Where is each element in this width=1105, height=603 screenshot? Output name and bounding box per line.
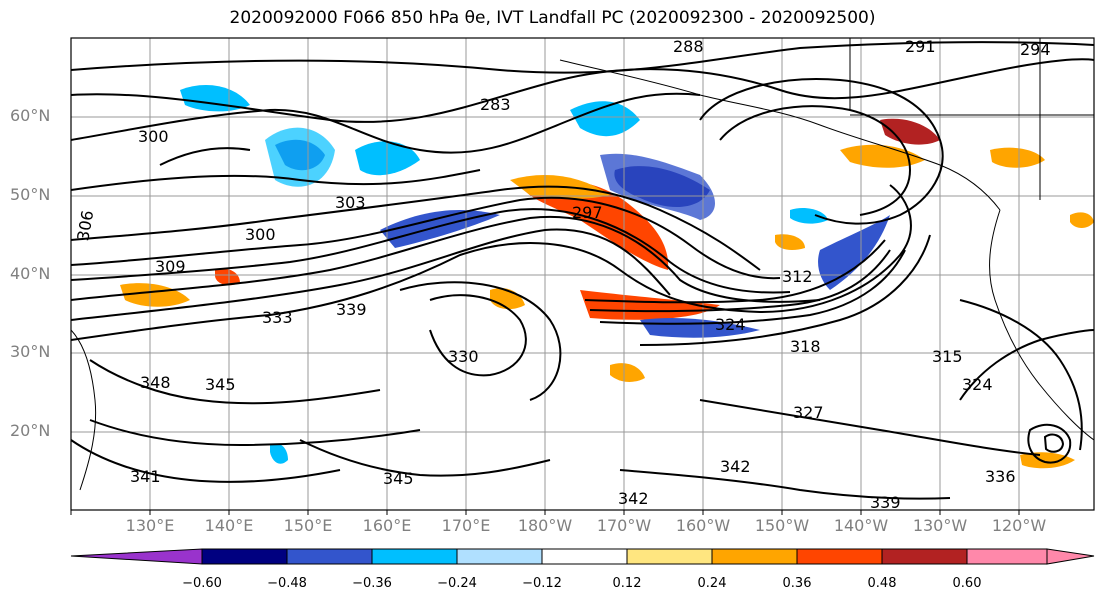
colorbar-bin <box>286 548 373 565</box>
shade-redbrown <box>880 118 940 145</box>
colorbar-tick-label: 0.48 <box>867 576 897 591</box>
lat-label: 30°N <box>10 342 51 361</box>
colorbar <box>70 548 1095 565</box>
contour-label: 300 <box>245 225 276 244</box>
lat-label: 20°N <box>10 421 51 440</box>
contour-label: 324 <box>715 315 746 334</box>
colorbar-bin <box>456 548 543 565</box>
colorbar-tick-label: 0.12 <box>612 576 642 591</box>
contour-label: 309 <box>155 257 186 276</box>
contour-label: 333 <box>262 308 293 327</box>
colorbar-bin <box>626 548 713 565</box>
colorbar-tick-label: −0.24 <box>437 576 477 591</box>
contour-label: 339 <box>870 493 901 512</box>
colorbar-tick-label: −0.48 <box>267 576 307 591</box>
lon-label: 130°E <box>125 516 175 535</box>
shade-lightblue <box>180 85 250 112</box>
contour-labels: 288 291 294 283 300 306 303 297 300 309 … <box>73 37 1051 512</box>
contour-label: 345 <box>383 469 414 488</box>
lat-label: 50°N <box>10 185 51 204</box>
contour-label: 342 <box>618 489 649 508</box>
colorbar-bin <box>796 548 883 565</box>
colorbar-bin <box>711 548 798 565</box>
lat-label: 40°N <box>10 264 51 283</box>
contour-label: 342 <box>720 457 751 476</box>
lon-label: 160°W <box>675 516 731 535</box>
lon-label: 150°E <box>283 516 333 535</box>
map-title: 2020092000 F066 850 hPa θe, IVT Landfall… <box>229 8 876 28</box>
contour-label: 324 <box>962 375 993 394</box>
contour-label: 303 <box>335 193 366 212</box>
colorbar-extend-high <box>1046 548 1095 565</box>
lon-label: 120°W <box>991 516 1047 535</box>
contour-label: 336 <box>985 467 1016 486</box>
colorbar-bin <box>371 548 458 565</box>
map-frame <box>70 37 1095 511</box>
shade-blue <box>600 153 715 220</box>
colorbar-tick-label: 0.60 <box>952 576 982 591</box>
lon-label: 170°W <box>596 516 652 535</box>
tick-marks <box>70 510 1020 515</box>
shade-blue <box>818 215 890 290</box>
contour-label: 312 <box>782 267 813 286</box>
shade-orange <box>580 290 720 320</box>
colorbar-tick-label: −0.60 <box>182 576 222 591</box>
shade-lightblue <box>265 127 335 187</box>
lon-label: 140°W <box>833 516 889 535</box>
coastlines <box>71 38 1094 491</box>
lon-label: 180°W <box>517 516 573 535</box>
lon-label: 140°E <box>204 516 254 535</box>
contour-label: 348 <box>140 373 171 392</box>
contour-label: 291 <box>905 37 936 56</box>
contour-label: 341 <box>130 467 161 486</box>
shade-orange <box>990 147 1045 168</box>
contour-label: 318 <box>790 337 821 356</box>
contour-label: 288 <box>673 37 704 56</box>
colorbar-bin <box>541 548 628 565</box>
lon-label: 130°W <box>912 516 968 535</box>
contour-label: 315 <box>932 347 963 366</box>
contour-label: 297 <box>572 203 603 222</box>
lon-label: 150°W <box>754 516 810 535</box>
map-plot-area: 288 291 294 283 300 306 303 297 300 309 … <box>71 37 1094 512</box>
colorbar-bin <box>966 548 1048 565</box>
contour-label: 283 <box>480 95 511 114</box>
colorbar-tick-label: −0.36 <box>352 576 392 591</box>
shade-orange <box>610 363 645 382</box>
contour-label: 345 <box>205 375 236 394</box>
shade-orange <box>1070 212 1094 228</box>
shade-red <box>520 180 669 270</box>
colorbar-tick-label: 0.24 <box>697 576 727 591</box>
lon-label: 160°E <box>362 516 412 535</box>
colorbar-tick-label: 0.36 <box>782 576 812 591</box>
contour-label: 294 <box>1020 40 1051 59</box>
colorbar-extend-low <box>70 548 203 565</box>
shade-lightblue <box>270 443 288 464</box>
contour-label: 330 <box>448 347 479 366</box>
colorbar-bin <box>201 548 288 565</box>
contour-label: 300 <box>138 127 169 146</box>
shade-lightblue <box>790 208 828 224</box>
shade-orange <box>215 268 240 286</box>
shade-blue <box>570 101 640 137</box>
lat-label: 60°N <box>10 106 51 125</box>
lon-label: 170°E <box>441 516 491 535</box>
contour-label: 339 <box>336 300 367 319</box>
colorbar-bin <box>881 548 968 565</box>
graticule <box>71 38 1094 510</box>
theta-e-contours <box>71 41 1094 500</box>
colorbar-tick-label: −0.12 <box>522 576 562 591</box>
contour-label: 327 <box>793 403 824 422</box>
